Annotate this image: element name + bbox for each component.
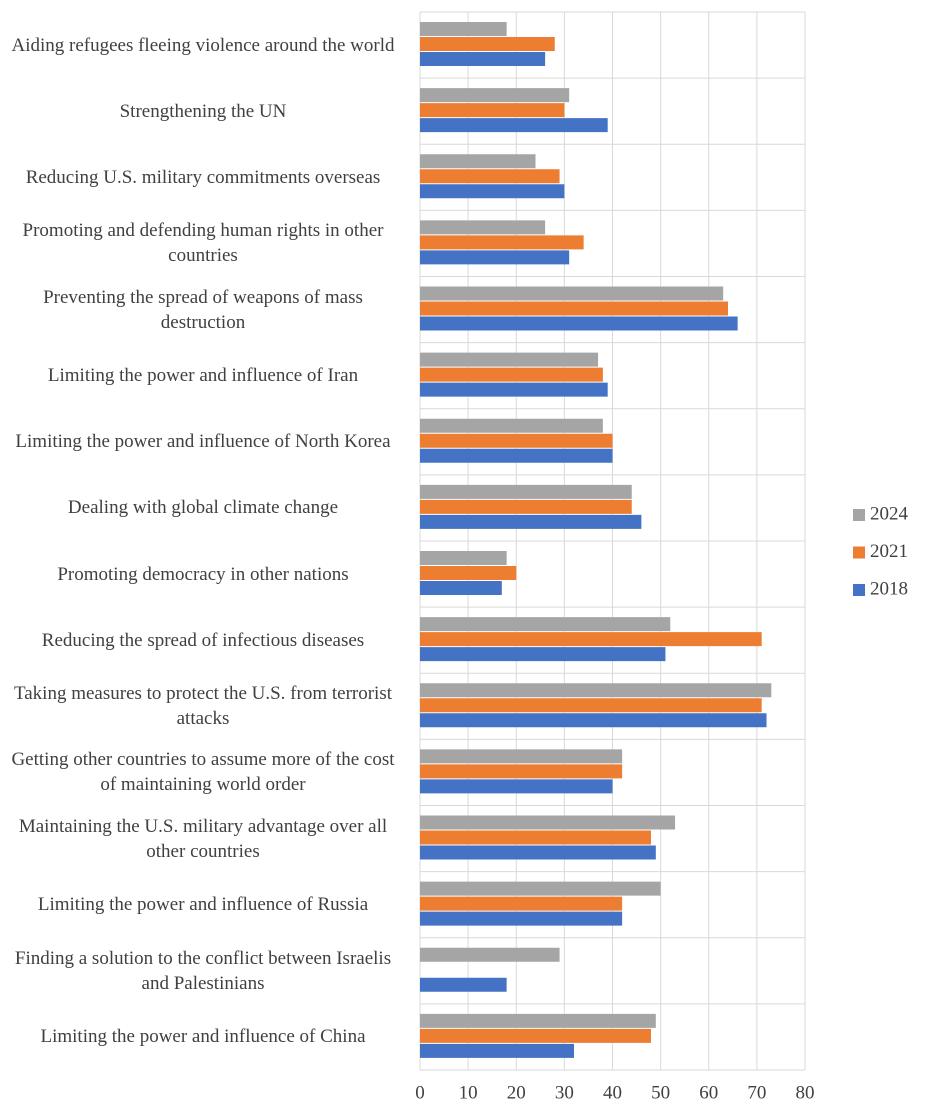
bar [420, 382, 608, 397]
y-tick-label: Strengthening the UN [119, 100, 287, 122]
bar [420, 632, 762, 647]
legend-swatch [853, 546, 865, 559]
bar [420, 118, 608, 133]
bar [420, 514, 642, 529]
bar [420, 647, 666, 662]
bar [420, 830, 651, 845]
y-tick-label: Reducing U.S. military commitments overs… [25, 166, 381, 188]
x-tick-label: 30 [555, 1082, 574, 1103]
bar [420, 551, 507, 565]
bar [420, 581, 502, 595]
bar [420, 499, 632, 514]
y-tick-label: Promoting democracy in other nations [57, 563, 349, 585]
bar [420, 896, 623, 911]
bar [420, 433, 613, 448]
bar [420, 448, 613, 463]
x-tick-label: 60 [699, 1082, 718, 1103]
x-tick-label: 80 [796, 1082, 815, 1103]
bar [420, 220, 546, 235]
bar [420, 815, 676, 830]
bar [420, 184, 565, 199]
bar [420, 250, 570, 265]
bar [420, 367, 603, 382]
bar [420, 698, 762, 713]
bar [420, 779, 613, 794]
bar [420, 352, 599, 367]
legend-label: 2024 [870, 503, 909, 524]
bar [420, 103, 565, 118]
legend-swatch [853, 509, 865, 521]
bar [420, 845, 656, 860]
bar [420, 566, 517, 580]
bar [420, 617, 671, 632]
y-tick-label: Limiting the power and influence of Russ… [37, 894, 369, 916]
bar [420, 22, 507, 36]
y-tick-label: Reducing the spread of infectious diseas… [41, 629, 365, 651]
bar [420, 484, 632, 499]
legend-swatch [853, 584, 865, 596]
y-tick-label: Preventing the spread of weapons of mass… [43, 286, 363, 333]
y-tick-label: Aiding refugees fleeing violence around … [11, 34, 395, 56]
bar [420, 1013, 656, 1028]
legend-label: 2018 [870, 578, 908, 599]
y-tick-label: Promoting and defending human rights in … [22, 220, 384, 267]
y-tick-label: Maintaining the U.S. military advantage … [18, 815, 388, 862]
x-tick-label: 50 [651, 1082, 670, 1103]
bar [420, 749, 623, 764]
y-tick-label: Limiting the power and influence of Iran [47, 365, 359, 387]
bar [420, 235, 584, 250]
y-tick-label: Getting other countries to assume more o… [11, 749, 395, 796]
bar [420, 286, 724, 301]
bar [420, 169, 560, 184]
bar [420, 713, 767, 728]
y-tick-label: Limiting the power and influence of Chin… [40, 1026, 366, 1048]
bar [420, 911, 623, 926]
x-tick-label: 70 [747, 1082, 766, 1103]
bar [420, 1043, 574, 1058]
x-tick-label: 20 [507, 1082, 526, 1103]
bar [420, 301, 728, 316]
x-tick-label: 10 [459, 1082, 478, 1103]
bar [420, 683, 772, 698]
bar [420, 977, 507, 992]
y-tick-label: Dealing with global climate change [67, 497, 339, 519]
y-tick-label: Taking measures to protect the U.S. from… [13, 683, 393, 730]
bar [420, 316, 738, 331]
bar [420, 881, 661, 896]
legend-label: 2021 [870, 541, 908, 562]
bar [420, 947, 560, 962]
x-tick-label: 40 [603, 1082, 622, 1103]
bar [420, 52, 546, 66]
y-tick-label: Finding a solution to the conflict betwe… [14, 947, 392, 994]
y-tick-label: Limiting the power and influence of Nort… [15, 431, 391, 453]
x-tick-label: 0 [415, 1082, 425, 1103]
bar [420, 88, 570, 103]
bar [420, 1028, 651, 1043]
bar [420, 764, 623, 779]
bar [420, 154, 536, 169]
bar [420, 37, 555, 51]
bar [420, 418, 603, 433]
